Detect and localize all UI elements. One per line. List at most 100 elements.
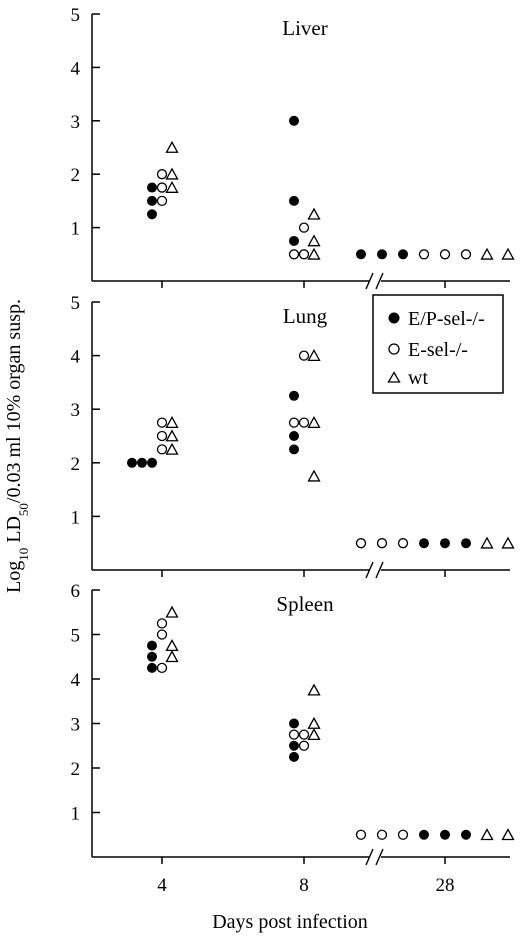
y-tick-label: 5 <box>71 5 81 26</box>
data-point-wt <box>165 167 179 180</box>
data-point-ep <box>137 457 147 468</box>
x-tick-label: 28 <box>436 875 455 896</box>
data-point-ep <box>147 195 157 206</box>
data-point-wt <box>501 247 515 260</box>
y-axis-label-mid: LD <box>3 516 25 548</box>
data-point-e <box>376 829 388 840</box>
data-point-e <box>156 195 168 207</box>
data-point-e <box>397 538 409 549</box>
data-point-e <box>156 662 168 674</box>
data-point-wt <box>501 536 515 549</box>
data-point-wt <box>307 247 321 260</box>
axis-break-mark <box>365 561 374 579</box>
data-point-e <box>288 249 300 260</box>
data-point-ep <box>289 740 299 751</box>
legend-marker-filled-circle <box>388 312 400 324</box>
data-point-e <box>439 249 451 260</box>
y-tick-label: 1 <box>71 219 81 240</box>
data-point-wt <box>480 247 494 260</box>
legend-label: E/P-sel-/- <box>408 308 485 330</box>
data-point-ep <box>461 829 471 840</box>
panel-liver: 1 2 3 4 5 Liver <box>71 5 515 290</box>
data-point-ep <box>398 249 408 260</box>
data-point-e <box>376 538 388 549</box>
y-tick-label: 4 <box>71 347 81 368</box>
data-point-e <box>397 829 409 840</box>
y-axis-label-sub1: 10 <box>16 548 31 561</box>
data-point-wt <box>165 416 179 429</box>
data-point-wt <box>165 180 179 193</box>
data-point-wt <box>307 728 321 741</box>
data-point-ep <box>127 457 137 468</box>
data-point-e <box>156 444 168 455</box>
data-point-ep <box>419 538 429 549</box>
legend-marker-open-triangle <box>387 371 401 383</box>
data-point-ep <box>147 640 157 651</box>
x-axis-tick-labels: 4 8 28 <box>157 875 454 896</box>
data-point-e <box>355 538 367 549</box>
y-tick-label: 1 <box>71 507 81 528</box>
y-tick-label: 3 <box>71 715 81 736</box>
axis-break-mark <box>375 272 384 290</box>
axis-break-mark <box>375 848 384 866</box>
data-point-wt <box>480 828 494 841</box>
data-point-wt <box>307 469 321 482</box>
data-point-ep <box>419 829 429 840</box>
data-point-ep <box>147 457 157 468</box>
data-point-ep <box>289 195 299 206</box>
data-point-wt <box>165 429 179 442</box>
panel-title: Liver <box>282 16 327 40</box>
panel-title: Lung <box>283 304 328 328</box>
panel-spleen: 1 2 3 4 5 6 Spleen <box>71 581 515 866</box>
x-tick-label: 4 <box>157 875 167 896</box>
data-point-wt <box>307 207 321 220</box>
legend-label: wt <box>408 367 428 389</box>
data-point-ep <box>440 829 450 840</box>
y-tick-label: 3 <box>71 112 81 133</box>
axis-break-mark <box>365 272 374 290</box>
data-point-e <box>418 249 430 260</box>
data-point-e <box>156 618 168 629</box>
data-point-e <box>460 249 472 260</box>
y-axis-label-sub2: 50 <box>16 503 31 516</box>
data-point-wt <box>165 650 179 663</box>
data-point-wt <box>501 828 515 841</box>
legend-label: E-sel-/- <box>408 339 468 361</box>
data-point-e <box>156 169 168 180</box>
data-point-e <box>288 417 300 428</box>
data-point-wt <box>165 442 179 455</box>
x-tick-label: 8 <box>299 875 309 896</box>
data-point-ep <box>440 538 450 549</box>
legend-marker-open-circle <box>388 343 400 355</box>
data-point-wt <box>165 605 179 618</box>
y-tick-label: 2 <box>71 454 81 475</box>
y-axis-label: Log10 LD50/0.03 ml 10% organ susp. <box>3 299 31 593</box>
data-point-e <box>298 249 310 260</box>
data-point-wt <box>307 234 321 247</box>
y-tick-label: 1 <box>71 804 81 825</box>
y-axis-label-suffix: /0.03 ml 10% organ susp. <box>3 299 25 503</box>
data-point-wt <box>307 416 321 429</box>
x-axis-label: Days post infection <box>212 911 368 933</box>
panel-lung: 1 2 3 4 5 Lung <box>71 293 515 579</box>
data-point-ep <box>289 235 299 246</box>
data-point-ep <box>289 390 299 401</box>
data-point-wt <box>307 716 321 729</box>
data-point-e <box>156 417 168 428</box>
data-point-e <box>298 729 310 740</box>
data-point-ep <box>461 538 471 549</box>
data-point-ep <box>289 115 299 126</box>
y-tick-label: 2 <box>71 759 81 780</box>
y-tick-label: 5 <box>71 626 81 647</box>
y-tick-label: 2 <box>71 165 81 186</box>
data-point-ep <box>289 751 299 762</box>
data-point-ep <box>377 249 387 260</box>
data-point-e <box>288 729 300 740</box>
data-point-e <box>156 182 168 193</box>
y-tick-label: 6 <box>71 581 81 602</box>
data-point-ep <box>147 182 157 193</box>
y-tick-label: 4 <box>71 670 81 691</box>
y-tick-label: 5 <box>71 293 81 314</box>
y-tick-label: 3 <box>71 400 81 421</box>
